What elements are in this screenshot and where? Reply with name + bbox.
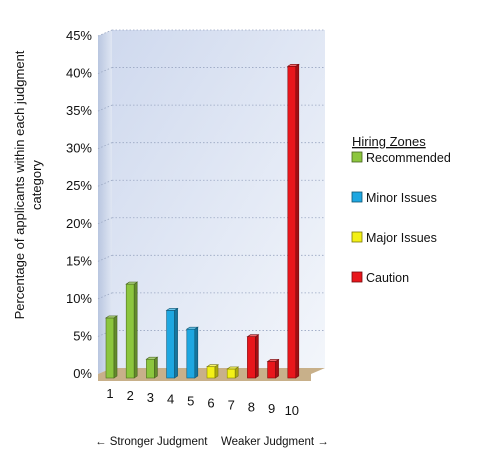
y-tick-label: 30% — [66, 141, 92, 156]
bar-8 — [246, 334, 260, 379]
bar-side — [295, 63, 300, 379]
y-tick-label: 20% — [66, 216, 92, 231]
bar-4 — [165, 307, 179, 379]
legend: Hiring Zones Recommended Minor Issues Majo… — [351, 134, 451, 285]
x-tick-label: 4 — [167, 392, 174, 407]
bar-5 — [185, 326, 199, 379]
bar-top — [206, 364, 219, 368]
gridline-side — [97, 67, 113, 74]
bar-front — [267, 361, 276, 379]
bar-front — [166, 310, 175, 379]
x-tick-label: 7 — [228, 397, 235, 412]
bar-front — [287, 65, 297, 379]
y-tick-label: 0% — [73, 366, 92, 381]
bar-2 — [125, 281, 139, 379]
legend-swatch — [351, 271, 363, 283]
bar-top — [246, 334, 260, 337]
bar-3 — [145, 356, 159, 379]
legend-swatch — [351, 231, 363, 243]
bar-front — [125, 283, 135, 379]
bar-9 — [266, 358, 280, 379]
plot-back-wall — [112, 30, 325, 368]
x-axis-ticks: 1 2 3 4 5 6 7 8 9 10 — [106, 386, 299, 418]
bar-6 — [206, 364, 219, 379]
bars — [105, 63, 300, 379]
x-tick-label: 2 — [127, 388, 134, 403]
legend-label: Recommended — [366, 151, 451, 165]
y-tick-label: 40% — [66, 66, 92, 81]
bar-top — [226, 366, 240, 370]
bar-front — [105, 317, 115, 379]
gridline-side — [97, 104, 113, 112]
gridline-side — [97, 292, 113, 300]
y-tick-label: 5% — [73, 328, 92, 343]
gridline-side — [97, 254, 113, 262]
bar-top — [125, 281, 139, 285]
bar-front — [206, 366, 216, 379]
bar-1 — [105, 315, 118, 379]
legend-item-recommended: Recommended — [351, 151, 451, 165]
y-tick-label: 10% — [66, 291, 92, 306]
bar-top — [286, 63, 300, 67]
footer-stronger-judgment: ← Stronger Judgment — [95, 436, 208, 448]
gridline-side — [97, 29, 113, 37]
legend-swatch — [351, 191, 363, 203]
bar-side — [255, 334, 259, 379]
bar-side — [113, 315, 118, 379]
x-tick-label: 10 — [285, 403, 299, 418]
x-tick-label: 5 — [187, 394, 194, 409]
x-tick-label: 9 — [268, 401, 275, 416]
y-tick-label: 15% — [66, 253, 92, 268]
bar-top — [266, 359, 280, 362]
x-tick-label: 8 — [248, 399, 255, 414]
legend-swatch — [351, 151, 363, 163]
y-tick-label: 35% — [66, 103, 92, 118]
legend-label: Minor Issues — [366, 191, 437, 205]
legend-title: Hiring Zones — [352, 134, 426, 149]
y-tick-label: 25% — [66, 178, 92, 193]
bar-top — [105, 315, 118, 319]
legend-item-minor-issues: Minor Issues — [351, 191, 437, 205]
x-tick-label: 3 — [147, 390, 154, 405]
legend-item-major-issues: Major Issues — [351, 231, 437, 245]
bar-front — [247, 336, 256, 379]
gridlines — [97, 29, 325, 337]
y-axis-title: Percentage of applicants within each jud… — [12, 50, 44, 319]
y-axis-title-line-1: Percentage of applicants within each jud… — [12, 50, 27, 319]
legend-label: Major Issues — [366, 231, 437, 245]
legend-item-caution: Caution — [351, 271, 409, 285]
gridline-side — [97, 142, 113, 150]
legend-label: Caution — [366, 271, 409, 285]
bar-front — [226, 368, 236, 379]
bar-side — [275, 358, 279, 379]
bar-front — [186, 328, 196, 379]
x-tick-label: 1 — [106, 386, 113, 401]
bar-7 — [226, 366, 240, 379]
bar-top — [145, 356, 159, 360]
bar-top — [185, 326, 199, 330]
y-axis-ticks: 0% 5% 10% 15% 20% 25% 30% 35% 40% 45% — [66, 28, 92, 381]
bar-10 — [286, 63, 300, 379]
footer-weaker-judgment: Weaker Judgment → — [221, 436, 329, 448]
bar-front — [146, 358, 155, 379]
y-axis-title-line-2: category — [29, 160, 44, 210]
x-tick-label: 6 — [207, 396, 214, 411]
bar-side — [154, 356, 158, 379]
plot-side-wall — [98, 30, 112, 374]
gridline-side — [97, 217, 113, 225]
bar-side — [194, 326, 199, 379]
bar-side — [133, 281, 138, 379]
gridline-side — [97, 330, 113, 337]
bar-side — [174, 307, 178, 379]
bar-top — [165, 308, 179, 311]
y-tick-label: 45% — [66, 28, 92, 43]
gridline-side — [97, 179, 113, 187]
